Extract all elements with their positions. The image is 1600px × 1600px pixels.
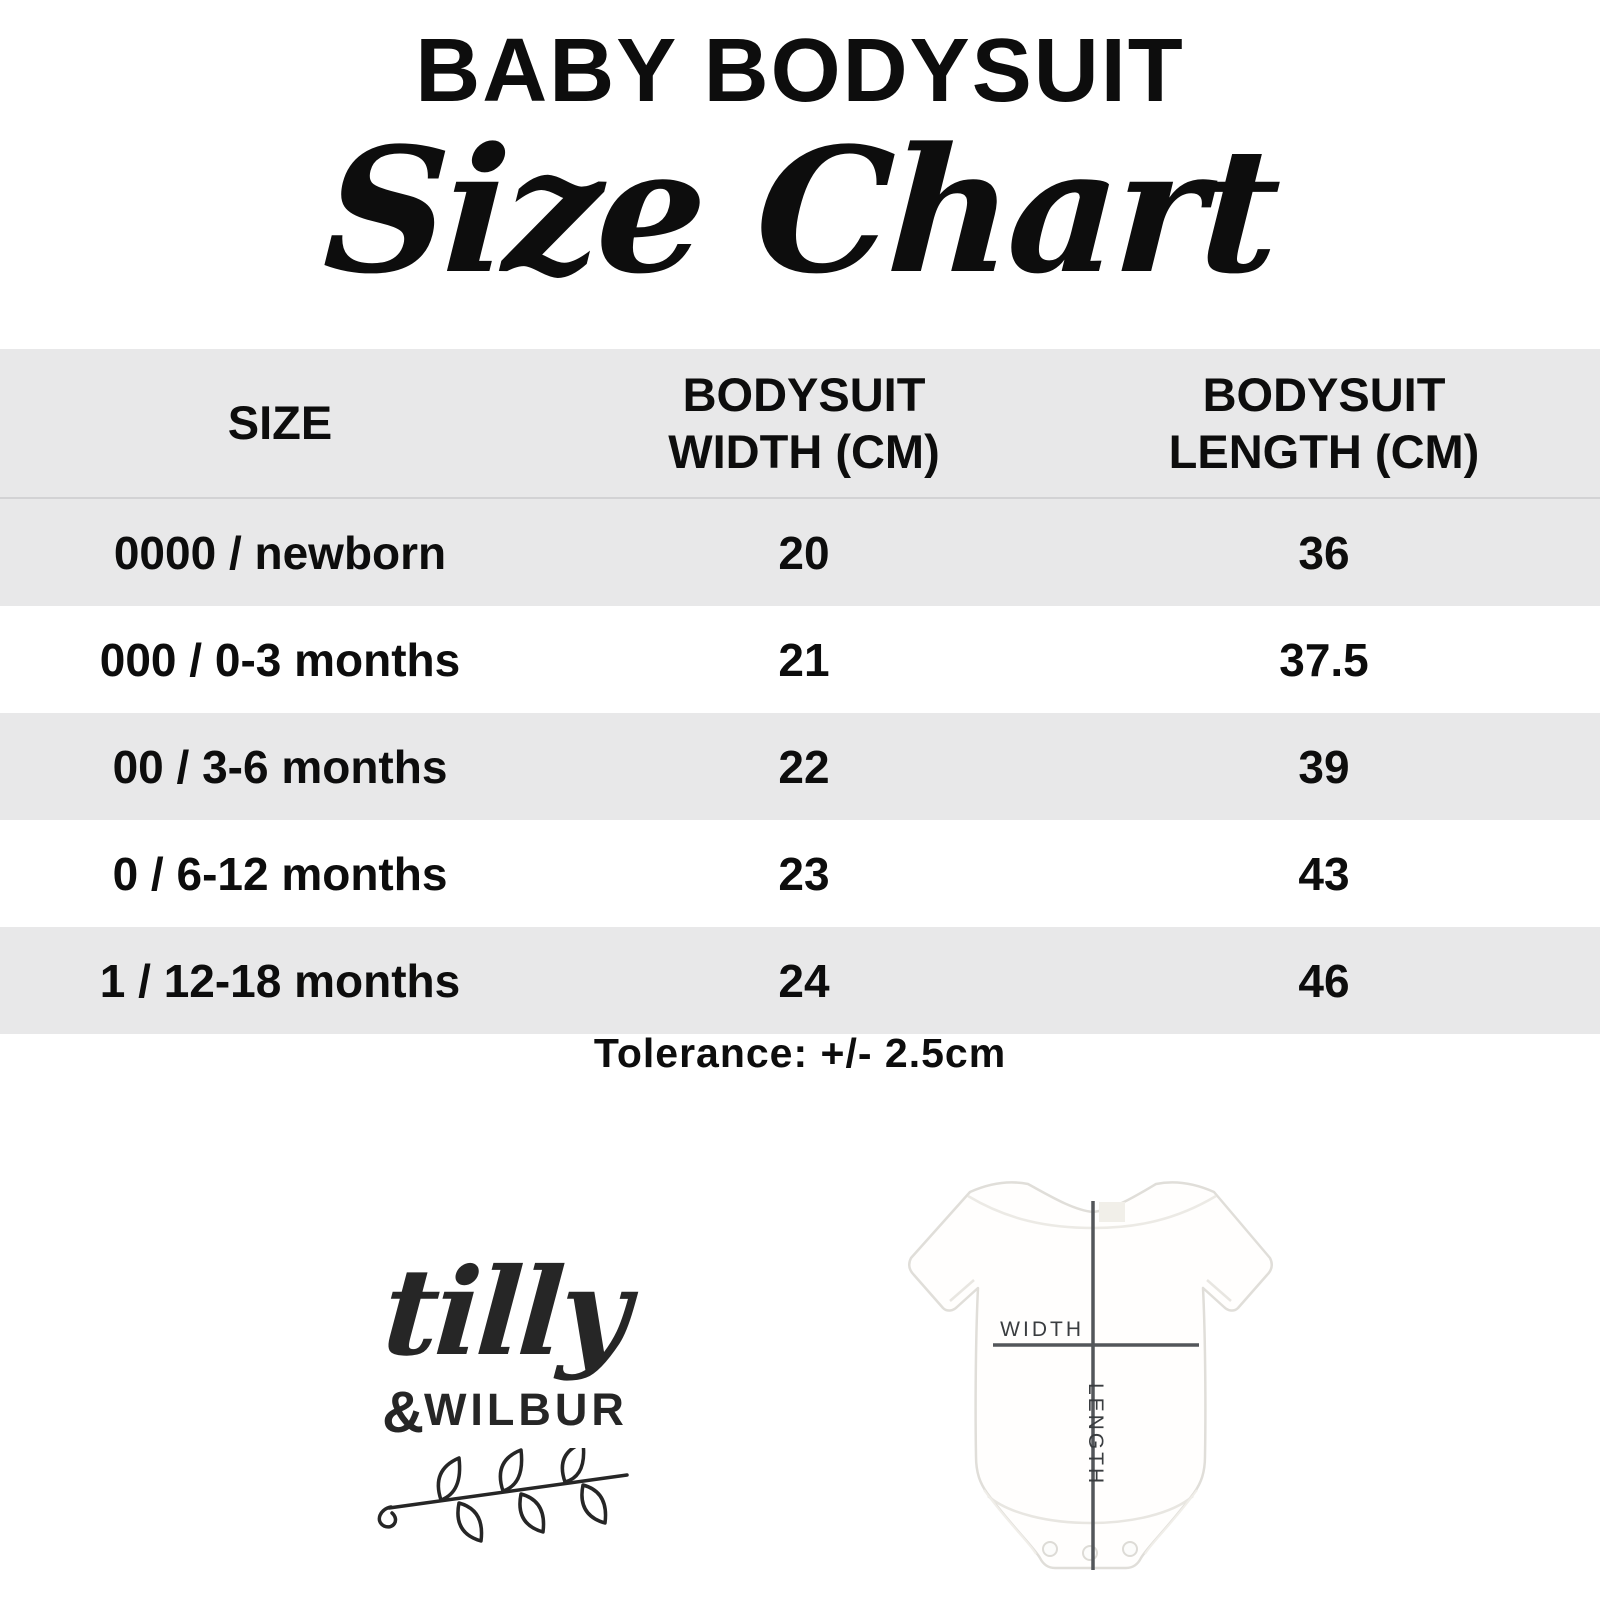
column-header-line: BODYSUIT [1202,367,1446,421]
length-cell: 37.5 [1279,633,1369,686]
column-header-line: WIDTH (CM) [668,425,940,478]
brand-name-secondary: &WILBUR [355,1384,655,1442]
column-header-size: SIZE [0,394,560,451]
leg-binding-left [983,1489,1037,1555]
column-header-length: BODYSUIT LENGTH (CM) [1048,366,1600,481]
page-subtitle-script: Size Chart [319,109,1281,312]
length-cell: 36 [1298,526,1350,579]
tolerance-note: Tolerance: +/- 2.5cm [593,1030,1007,1076]
size-cell: 1 / 12-18 months [99,954,461,1007]
table-row: 0000 / newborn 20 36 [0,499,1600,606]
leaf-down-2 [518,1492,546,1534]
width-cell: 22 [778,740,830,793]
snap-button [1122,1541,1138,1557]
table-row: 000 / 0-3 months 21 37.5 [0,606,1600,713]
leaf-up-3 [560,1441,586,1484]
brand-name-script: tilly [379,1242,631,1383]
leaf-up-1 [436,1456,462,1502]
brand-logo: tilly &WILBUR [355,1242,655,1553]
snap-button [1042,1541,1058,1557]
size-cell: 00 / 3-6 months [112,740,448,793]
laurel-branch-icon [377,1441,629,1543]
size-table: SIZE BODYSUIT WIDTH (CM) BODYSUIT LENGTH… [0,349,1600,1034]
leaf-up-2 [498,1448,524,1493]
table-header-row: SIZE BODYSUIT WIDTH (CM) BODYSUIT LENGTH… [0,349,1600,499]
table-row: 00 / 3-6 months 22 39 [0,713,1600,820]
length-cell: 39 [1298,740,1350,793]
page-title: BABY BODYSUIT [415,21,1185,121]
bodysuit-diagram: WIDTH LENGTH [908,1181,1273,1570]
table-row: 0 / 6-12 months 23 43 [0,820,1600,927]
branch-curl [377,1505,398,1529]
size-cell: 0000 / newborn [113,526,447,579]
bodysuit-outline [908,1181,1273,1570]
column-header-line: BODYSUIT [682,367,926,421]
snap-button [1082,1545,1098,1561]
length-label: LENGTH [1084,1383,1107,1486]
brand-secondary-text: WILBUR [423,1384,628,1435]
leg-binding-right [1144,1489,1198,1555]
size-cell: 0 / 6-12 months [112,847,448,900]
length-cell: 46 [1298,954,1350,1007]
column-header-width: BODYSUIT WIDTH (CM) [560,366,1048,481]
width-cell: 20 [778,526,830,579]
crotch-flap-edge [987,1495,1194,1525]
column-header-line: LENGTH (CM) [1168,425,1480,478]
ampersand: & [382,1380,424,1445]
width-cell: 24 [778,954,830,1007]
leaf-down-3 [580,1483,608,1525]
size-cell: 000 / 0-3 months [99,633,461,686]
cuff-fold-left [949,1279,975,1302]
width-cell: 21 [778,633,830,686]
width-cell: 23 [778,847,830,900]
column-header-line: SIZE [227,396,333,450]
cuff-fold-right [1206,1279,1232,1302]
branch-stem [387,1473,629,1510]
length-cell: 43 [1298,847,1350,900]
neckline-fold-right [1093,1194,1217,1230]
table-row: 1 / 12-18 months 24 46 [0,927,1600,1034]
neck-label [1099,1202,1125,1222]
width-label: WIDTH [1000,1318,1084,1341]
neckline-fold-left [967,1194,1095,1230]
leaf-down-1 [456,1501,484,1543]
